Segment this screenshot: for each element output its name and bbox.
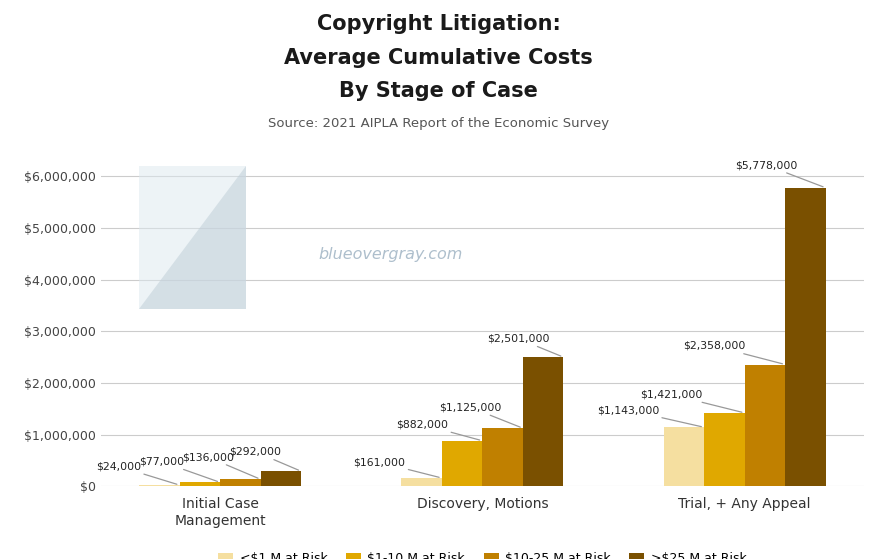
- Text: $2,501,000: $2,501,000: [487, 334, 561, 356]
- Text: $1,143,000: $1,143,000: [596, 405, 702, 427]
- Bar: [745, 364, 785, 486]
- Bar: [180, 482, 220, 486]
- Text: $1,421,000: $1,421,000: [639, 390, 742, 412]
- Text: $5,778,000: $5,778,000: [735, 160, 824, 187]
- Text: $161,000: $161,000: [353, 457, 439, 477]
- Text: Source: 2021 AIPLA Report of the Economic Survey: Source: 2021 AIPLA Report of the Economi…: [268, 117, 609, 130]
- Bar: [442, 440, 482, 486]
- Text: $292,000: $292,000: [230, 447, 298, 470]
- FancyBboxPatch shape: [139, 166, 246, 309]
- Text: Average Cumulative Costs: Average Cumulative Costs: [284, 48, 593, 68]
- Text: Copyright Litigation:: Copyright Litigation:: [317, 14, 560, 34]
- Text: $2,358,000: $2,358,000: [682, 341, 782, 364]
- Text: $882,000: $882,000: [396, 419, 480, 440]
- Text: $77,000: $77,000: [139, 457, 217, 481]
- Text: $1,125,000: $1,125,000: [439, 402, 520, 427]
- Bar: [220, 479, 260, 486]
- Bar: [664, 427, 704, 486]
- Bar: [523, 357, 563, 486]
- Text: By Stage of Case: By Stage of Case: [339, 81, 538, 101]
- Text: $24,000: $24,000: [96, 461, 177, 484]
- Bar: [260, 471, 301, 486]
- Polygon shape: [139, 166, 246, 309]
- Bar: [402, 478, 442, 486]
- Bar: [785, 188, 826, 486]
- Bar: [482, 428, 523, 486]
- Bar: [704, 413, 745, 486]
- Text: $136,000: $136,000: [182, 452, 258, 478]
- Bar: [139, 485, 180, 486]
- Legend: <$1 M at Risk, $1-10 M at Risk, $10-25 M at Risk, >$25 M at Risk: <$1 M at Risk, $1-10 M at Risk, $10-25 M…: [213, 547, 752, 559]
- Text: blueovergray.com: blueovergray.com: [318, 247, 463, 262]
